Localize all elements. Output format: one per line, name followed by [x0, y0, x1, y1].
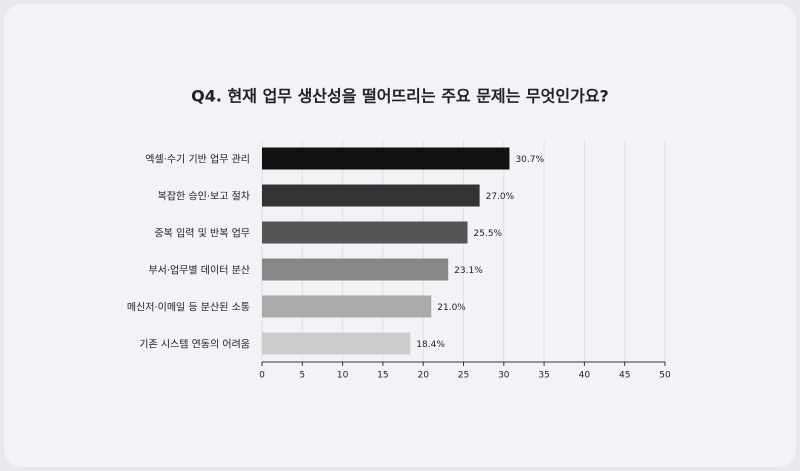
x-tick-label: 15 — [377, 371, 388, 381]
value-label: 27.0% — [486, 192, 515, 202]
x-tick-label: 5 — [299, 371, 305, 381]
x-tick-label: 10 — [337, 371, 349, 381]
bar — [262, 295, 432, 318]
x-tick-label: 35 — [538, 371, 549, 381]
y-tick-label: 중복 입력 및 반복 업무 — [154, 227, 250, 240]
value-label: 21.0% — [437, 303, 466, 313]
bar — [262, 332, 411, 355]
y-tick-label: 기존 시스템 연동의 어려움 — [139, 339, 250, 351]
y-tick-label: 복잡한 승인·보고 절차 — [158, 190, 250, 203]
chart-title: Q4. 현재 업무 생산성을 떨어뜨리는 주요 문제는 무엇인가요? — [191, 87, 609, 106]
y-tick-label: 부서·업무별 데이터 분산 — [148, 264, 250, 277]
x-tick-label: 50 — [659, 371, 671, 381]
value-label: 23.1% — [454, 266, 483, 276]
value-label: 30.7% — [515, 155, 544, 165]
bar — [262, 147, 510, 170]
value-label: 18.4% — [416, 340, 445, 350]
x-tick-label: 40 — [579, 371, 591, 381]
y-tick-label: 엑셀·수기 기반 업무 관리 — [145, 153, 250, 166]
x-tick-label: 20 — [417, 371, 429, 381]
value-label: 25.5% — [474, 229, 503, 239]
x-tick-label: 25 — [458, 371, 469, 381]
y-tick-label: 메신저·이메일 등 분산된 소통 — [127, 302, 250, 314]
bar — [262, 221, 468, 244]
x-tick-label: 30 — [498, 371, 510, 381]
bar — [262, 184, 480, 207]
x-tick-label: 0 — [259, 371, 265, 381]
x-tick-label: 45 — [619, 371, 630, 381]
bar — [262, 258, 449, 281]
